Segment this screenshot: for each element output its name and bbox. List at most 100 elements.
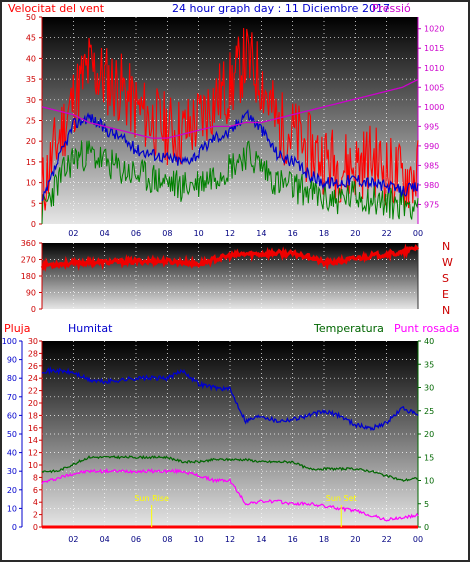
wind-x-tick-label: 16 [288,229,298,238]
wind-y-tick-label: 20 [26,137,36,146]
wind-x-tick-label: 04 [100,229,110,238]
wind-min-series [41,140,419,224]
wind-direction-series [40,243,420,272]
humidity-x-tick-label: 18 [319,535,329,544]
pressure-y-tick-label: 1000 [424,103,444,112]
rain-y-tick-label: 2 [33,511,38,520]
rain-y-tick-label: 18 [28,411,38,420]
pressure-y-tick-label: 975 [424,200,439,209]
pressure-y-tick-label: 990 [424,142,439,151]
rain-y-tick-label: 20 [28,399,38,408]
wind-y-tick-label: 5 [31,199,36,208]
rain-y-tick-label: 16 [28,424,38,433]
wind-x-tick-label: 08 [162,229,172,238]
rain-y-tick-label: 30 [28,337,38,346]
temp-y-tick-label: 5 [424,500,429,509]
wind-y-tick-label: 15 [26,158,36,167]
humidity-y-tick-label: 30 [7,467,17,476]
graph-title: 24 hour graph day : 11 Diciembre 2017 [172,2,390,15]
temp-y-tick-label: 0 [424,523,429,532]
wind-x-tick-label: 14 [256,229,266,238]
direction-y-tick-label: 0 [31,305,36,314]
humidity-x-tick-label: 00 [413,535,423,544]
rain-y-tick-label: 26 [28,362,38,371]
compass-label-w: W [442,256,453,269]
temperature-series [41,454,419,482]
humidity-x-tick-label: 20 [350,535,360,544]
humidity-y-tick-label: 0 [12,523,17,532]
wind-x-ticks: 02 04 06 08 10 12 14 16 18 20 22 00 [68,229,423,238]
sun-markers: Sun Rise Sun Set [134,494,357,527]
wind-y-tick-label: 45 [26,34,36,43]
humidity-x-tick-label: 16 [288,535,298,544]
wind-x-tick-label: 00 [413,229,423,238]
direction-y-tick-label: 90 [26,289,36,298]
temp-y-tick-label: 35 [424,360,434,369]
rain-y-tick-label: 0 [33,523,38,532]
direction-axes: 0 90 180 270 360 [21,239,419,314]
humidity-x-tick-label: 02 [68,535,78,544]
humidity-y-tick-label: 60 [7,411,17,420]
sunset-label: Sun Set [326,494,357,503]
dewpoint-series [41,467,419,522]
humidity-y-tick-label: 40 [7,449,17,458]
rain-y-tick-label: 12 [28,449,38,458]
humidity-x-tick-label: 14 [256,535,266,544]
wind-x-tick-label: 22 [382,229,392,238]
humidity-axes: 0102030405060708090100024681012141618202… [2,337,434,532]
temp-y-tick-label: 25 [424,407,434,416]
temperature-title: Temperatura [313,322,384,335]
pressure-y-tick-label: 985 [424,161,439,170]
humidity-y-tick-label: 20 [7,486,17,495]
direction-series [40,243,420,272]
humidity-x-tick-label: 12 [225,535,235,544]
wind-y-tick-label: 0 [31,220,36,229]
wind-axes: 0510152025303540455097598098599099510001… [26,13,445,229]
rain-y-tick-label: 4 [33,498,38,507]
humidity-series [41,366,419,432]
rain-y-tick-label: 8 [33,473,38,482]
pressure-y-tick-label: 980 [424,181,439,190]
wind-speed-title: Velocitat del vent [8,2,105,15]
humidity-y-tick-label: 80 [7,374,17,383]
wind-y-tick-label: 30 [26,96,36,105]
wind-y-tick-label: 10 [26,179,36,188]
temp-y-tick-label: 15 [424,453,434,462]
wind-x-tick-label: 18 [319,229,329,238]
rain-y-tick-label: 14 [28,436,38,445]
direction-y-tick-label: 180 [21,272,36,281]
compass-label-n: N [442,304,450,317]
wind-y-tick-label: 35 [26,75,36,84]
humidity-series [41,366,419,529]
compass-label-n: N [442,240,450,253]
rain-y-tick-label: 10 [28,461,38,470]
rain-y-tick-label: 22 [28,387,38,396]
temp-y-tick-label: 10 [424,477,434,486]
pressure-y-tick-label: 1015 [424,44,444,53]
wind-avg-series [41,109,419,202]
temp-y-tick-label: 30 [424,384,434,393]
humidity-y-tick-label: 100 [2,337,17,346]
humidity-x-tick-label: 10 [194,535,204,544]
direction-y-tick-label: 360 [21,239,36,248]
wind-gust-series [41,27,419,211]
compass-label-e: E [442,288,449,301]
wind-x-tick-label: 02 [68,229,78,238]
dewpoint-title: Punt rosada [394,322,459,335]
pressure-series [41,78,419,139]
direction-y-tick-label: 270 [21,256,36,265]
pressure-y-tick-label: 1005 [424,83,444,92]
wind-x-tick-label: 20 [350,229,360,238]
humidity-x-tick-label: 06 [131,535,141,544]
rain-title: Pluja [4,322,30,335]
humidity-x-tick-label: 04 [100,535,110,544]
temp-y-tick-label: 20 [424,430,434,439]
humidity-y-tick-label: 10 [7,504,17,513]
temp-y-tick-label: 40 [424,337,434,346]
humidity-y-tick-label: 90 [7,356,17,365]
humidity-y-tick-label: 70 [7,393,17,402]
humidity-x-tick-label: 22 [382,535,392,544]
